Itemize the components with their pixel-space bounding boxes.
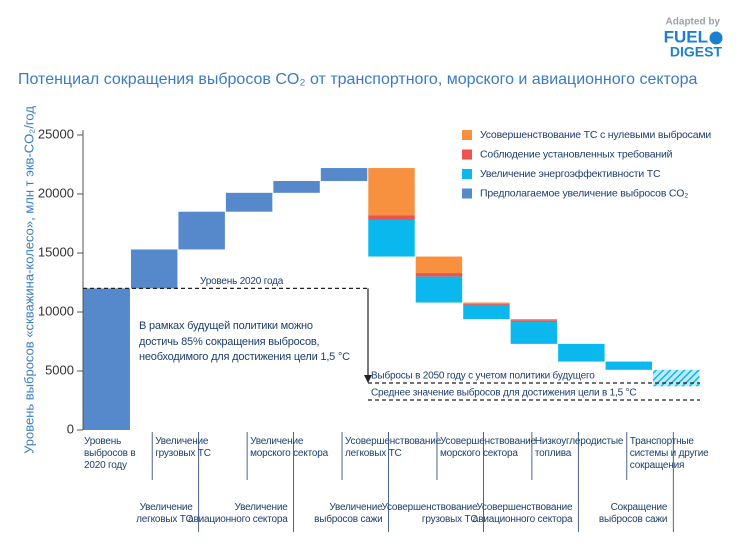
x-tick-label: Увеличение выбросов сажи	[314, 502, 383, 525]
bar	[510, 320, 558, 323]
x-tick-label: Увеличение морского сектора	[250, 436, 328, 459]
legend-swatch	[462, 149, 472, 160]
legend-label: Увеличение энергоэффективности ТС	[480, 168, 661, 180]
y-tick-label: 20000	[38, 185, 74, 200]
reference-label: Среднее значение выбросов для достижения…	[371, 387, 636, 399]
bar	[225, 192, 273, 212]
bar	[415, 273, 463, 277]
bar	[558, 343, 605, 362]
x-tick-label: Увеличение авиационного сектора	[188, 502, 288, 525]
bar	[463, 302, 510, 304]
bar	[368, 215, 415, 220]
bar	[320, 168, 368, 182]
bar	[510, 319, 558, 321]
y-tick-label: 10000	[38, 303, 74, 318]
y-tick-label: 5000	[45, 362, 74, 377]
x-tick-label: Увеличение легковых ТС	[136, 502, 193, 525]
y-tick-label: 25000	[38, 126, 74, 141]
bar	[83, 288, 130, 430]
reference-label: Уровень 2020 года	[200, 276, 284, 287]
x-tick-label: Уровень выбросов в 2020 году	[84, 436, 136, 471]
legend-label: Предполагаемое увеличение выбросов CO₂	[480, 187, 688, 199]
legend-label: Соблюдение установленных требований	[480, 148, 673, 160]
legend-swatch	[462, 130, 472, 140]
chart-title: Потенциал сокращения выбросов CO₂ от тра…	[18, 71, 697, 88]
bar	[653, 369, 700, 387]
reference-label: Выбросы в 2050 году с учетом политики бу…	[371, 370, 595, 382]
logo-brand: FUEL	[664, 27, 708, 46]
x-tick-label: Усовершенствование авиационного сектора	[472, 502, 573, 525]
logo-adapted: Adapted by	[666, 17, 721, 28]
x-tick-label: Сокращение выбросов сажи	[598, 502, 668, 525]
x-tick-label: Транспортные системы и другие сокращения	[629, 436, 709, 471]
logo-icon	[709, 31, 723, 45]
y-axis-label: Уровень выбросов «скважина-колесо», млн …	[21, 106, 36, 454]
bar	[510, 322, 558, 344]
bar	[463, 303, 510, 305]
bar	[415, 276, 463, 303]
x-tick-label: Увеличение грузовых ТС	[155, 436, 211, 459]
bar	[605, 361, 653, 370]
y-tick-label: 0	[67, 421, 74, 436]
arrow-head	[364, 375, 372, 384]
bar	[273, 181, 320, 193]
legend-label: Усовершенствование ТС с нулевыми выброса…	[480, 129, 711, 141]
x-tick-label: Усовершенствование грузовых ТС	[381, 502, 478, 525]
x-tick-label: Усовершенствование морского сектора	[439, 436, 536, 459]
bar	[130, 249, 178, 289]
annotation: В рамках будущей политики можно достичь …	[139, 320, 350, 363]
bar	[368, 168, 415, 216]
y-tick-label: 15000	[38, 244, 74, 259]
x-tick-label: Низкоуглеродистые топлива	[534, 436, 624, 459]
legend-swatch	[462, 188, 472, 199]
bar	[178, 211, 225, 250]
bar	[368, 219, 415, 257]
bar	[415, 256, 463, 274]
legend-swatch	[462, 169, 472, 179]
logo-brand2: DIGEST	[670, 44, 723, 60]
bar	[463, 304, 510, 320]
x-tick-label: Усовершенствование легковых ТС	[345, 436, 441, 459]
